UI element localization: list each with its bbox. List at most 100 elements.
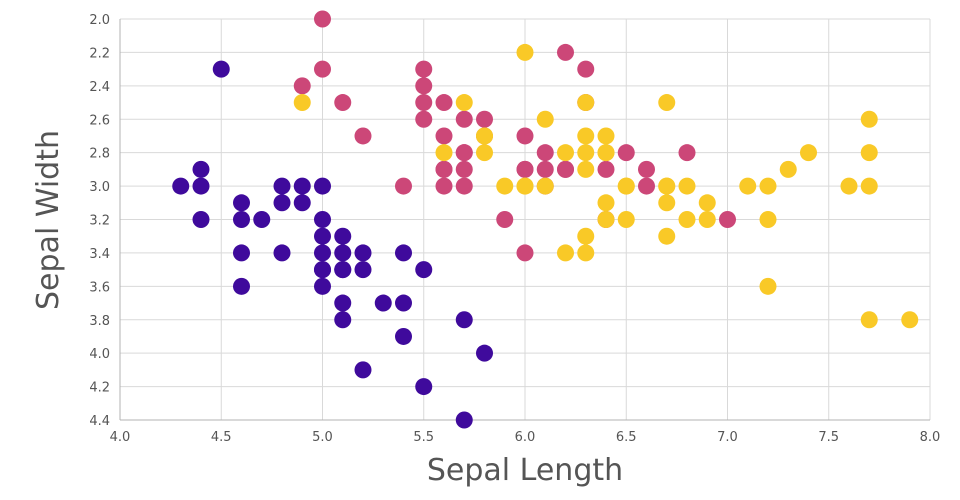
scatter-point bbox=[577, 94, 595, 112]
x-tick-label: 5.5 bbox=[413, 430, 434, 445]
scatter-point bbox=[476, 110, 493, 128]
scatter-point bbox=[354, 261, 372, 279]
data-points bbox=[172, 10, 919, 429]
scatter-point bbox=[172, 177, 190, 195]
scatter-point bbox=[455, 411, 473, 429]
x-tick-label: 6.5 bbox=[616, 430, 637, 445]
scatter-point bbox=[415, 378, 433, 396]
scatter-point bbox=[516, 127, 534, 145]
scatter-point bbox=[293, 177, 311, 195]
y-tick-label: 3.2 bbox=[89, 214, 110, 229]
scatter-point bbox=[314, 277, 331, 295]
scatter-point bbox=[334, 294, 352, 312]
scatter-point bbox=[658, 94, 676, 112]
scatter-point bbox=[496, 177, 514, 195]
scatter-point bbox=[577, 127, 595, 145]
scatter-point bbox=[233, 244, 250, 262]
axes bbox=[119, 19, 930, 421]
scatter-point bbox=[678, 177, 696, 195]
scatter-point bbox=[536, 177, 554, 195]
y-tick-label: 2.0 bbox=[89, 13, 110, 28]
scatter-point bbox=[860, 144, 878, 162]
scatter-point bbox=[678, 211, 696, 228]
y-tick-label: 4.2 bbox=[89, 381, 110, 396]
scatter-point bbox=[617, 211, 635, 228]
scatter-point bbox=[577, 227, 595, 245]
scatter-point bbox=[415, 261, 433, 279]
scatter-point bbox=[638, 177, 655, 195]
scatter-point bbox=[597, 194, 615, 212]
scatter-point bbox=[192, 177, 210, 195]
scatter-point bbox=[314, 211, 331, 228]
scatter-point bbox=[314, 244, 331, 262]
scatter-point bbox=[739, 177, 757, 195]
scatter-point bbox=[617, 144, 635, 162]
scatter-point bbox=[698, 194, 716, 212]
x-tick-label: 7.0 bbox=[717, 430, 738, 445]
scatter-point bbox=[860, 311, 878, 329]
scatter-point bbox=[435, 127, 453, 145]
scatter-point bbox=[354, 244, 372, 262]
scatter-point bbox=[314, 177, 331, 195]
scatter-point bbox=[516, 43, 534, 61]
scatter-point bbox=[860, 110, 878, 128]
scatter-point bbox=[516, 244, 534, 262]
scatter-point bbox=[779, 160, 797, 178]
x-tick-label: 4.5 bbox=[211, 430, 232, 445]
scatter-point bbox=[658, 177, 676, 195]
scatter-point bbox=[192, 160, 210, 178]
scatter-point bbox=[354, 127, 372, 145]
scatter-point bbox=[395, 294, 412, 312]
scatter-point bbox=[577, 160, 595, 178]
scatter-point bbox=[658, 194, 676, 212]
x-tick-label: 8.0 bbox=[920, 430, 941, 445]
scatter-point bbox=[455, 311, 473, 329]
scatter-point bbox=[516, 177, 534, 195]
x-tick-labels: 4.0 4.5 5.0 5.5 6.0 6.5 7.0 7.5 8.0 bbox=[110, 430, 941, 445]
scatter-point bbox=[334, 227, 352, 245]
scatter-point bbox=[597, 160, 615, 178]
scatter-point bbox=[273, 194, 291, 212]
scatter-point bbox=[597, 211, 615, 228]
scatter-point bbox=[536, 160, 554, 178]
scatter-point bbox=[273, 177, 291, 195]
scatter-point bbox=[233, 211, 250, 228]
scatter-point bbox=[435, 94, 453, 112]
scatter-point bbox=[901, 311, 919, 329]
scatter-point bbox=[557, 244, 574, 262]
scatter-point bbox=[557, 160, 574, 178]
scatter-point bbox=[212, 60, 230, 78]
scatter-point bbox=[759, 177, 777, 195]
scatter-point bbox=[354, 361, 372, 379]
scatter-point bbox=[233, 194, 250, 212]
scatter-point bbox=[334, 261, 352, 279]
scatter-point bbox=[455, 110, 473, 128]
x-tick-label: 4.0 bbox=[110, 430, 131, 445]
y-tick-label: 3.6 bbox=[89, 280, 110, 295]
y-tick-label: 3.4 bbox=[89, 247, 110, 262]
scatter-point bbox=[192, 211, 210, 228]
scatter-point bbox=[455, 94, 473, 112]
scatter-point bbox=[617, 177, 635, 195]
scatter-point bbox=[860, 177, 878, 195]
scatter-point bbox=[435, 144, 453, 162]
scatter-point bbox=[719, 211, 736, 228]
scatter-point bbox=[597, 127, 615, 145]
y-tick-label: 3.0 bbox=[89, 180, 110, 195]
scatter-point bbox=[455, 144, 473, 162]
scatter-point bbox=[273, 244, 291, 262]
y-tick-label: 2.2 bbox=[89, 46, 110, 61]
scatter-point bbox=[293, 77, 311, 95]
y-tick-label: 2.4 bbox=[89, 80, 110, 95]
scatter-point bbox=[516, 160, 534, 178]
scatter-point bbox=[536, 110, 554, 128]
scatter-point bbox=[293, 94, 311, 112]
scatter-point bbox=[415, 60, 433, 78]
scatter-point bbox=[314, 227, 331, 245]
scatter-point bbox=[577, 60, 595, 78]
scatter-point bbox=[233, 277, 250, 295]
y-tick-label: 2.6 bbox=[89, 113, 110, 128]
scatter-point bbox=[597, 144, 615, 162]
y-tick-labels: 2.0 2.2 2.4 2.6 2.8 3.0 3.2 3.4 3.6 3.8 4.0 4.2 4.4 bbox=[89, 13, 110, 429]
